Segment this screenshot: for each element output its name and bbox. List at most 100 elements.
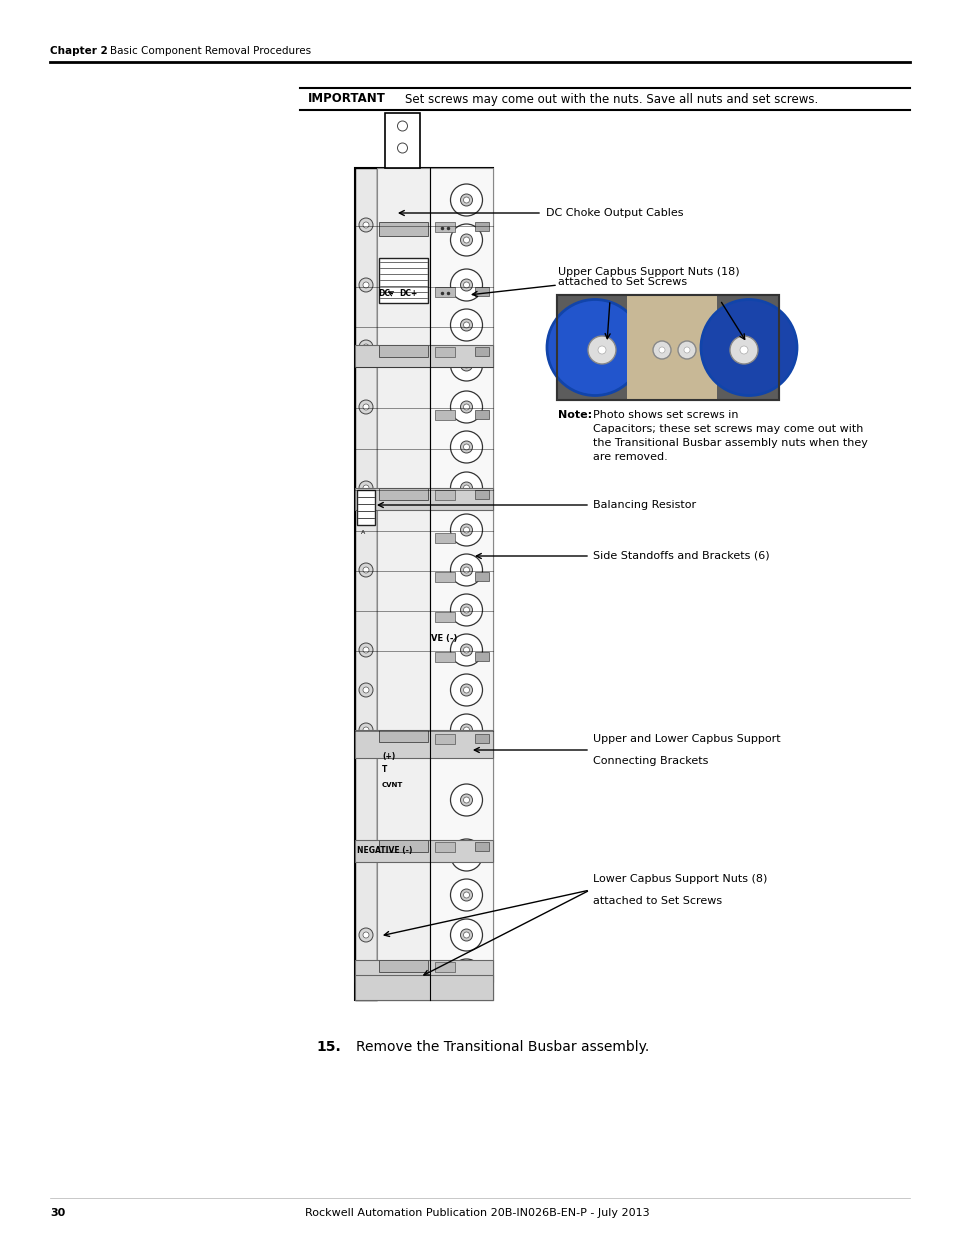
- Bar: [435, 287, 455, 296]
- Circle shape: [740, 346, 747, 354]
- Bar: [378, 960, 428, 972]
- Circle shape: [460, 319, 472, 331]
- Circle shape: [358, 480, 373, 495]
- Circle shape: [463, 972, 469, 978]
- Circle shape: [546, 300, 642, 395]
- Circle shape: [659, 347, 664, 353]
- Bar: [475, 347, 489, 356]
- Circle shape: [358, 219, 373, 232]
- Bar: [435, 842, 455, 852]
- Circle shape: [463, 797, 469, 803]
- Bar: [355, 345, 493, 367]
- Circle shape: [463, 892, 469, 898]
- Circle shape: [363, 567, 369, 573]
- Circle shape: [463, 322, 469, 329]
- Bar: [475, 572, 489, 580]
- Text: DC-: DC-: [377, 289, 393, 298]
- Bar: [378, 258, 428, 303]
- Circle shape: [460, 889, 472, 902]
- Text: Side Standoffs and Brackets (6): Side Standoffs and Brackets (6): [593, 551, 769, 561]
- Circle shape: [450, 594, 482, 626]
- Circle shape: [463, 404, 469, 410]
- Text: attached to Set Screws: attached to Set Screws: [593, 897, 721, 906]
- Circle shape: [450, 674, 482, 706]
- Text: Lower Capbus Support Nuts (8): Lower Capbus Support Nuts (8): [593, 874, 766, 884]
- Circle shape: [358, 927, 373, 942]
- Circle shape: [363, 932, 369, 939]
- Circle shape: [463, 687, 469, 693]
- Circle shape: [652, 341, 670, 359]
- Bar: [378, 282, 428, 295]
- Bar: [378, 222, 428, 236]
- Text: Set screws may come out with the nuts. Save all nuts and set screws.: Set screws may come out with the nuts. S…: [405, 93, 818, 105]
- Bar: [435, 222, 455, 232]
- Circle shape: [450, 784, 482, 816]
- Circle shape: [450, 269, 482, 301]
- Circle shape: [460, 441, 472, 453]
- Circle shape: [363, 485, 369, 492]
- Circle shape: [460, 929, 472, 941]
- Circle shape: [358, 643, 373, 657]
- Circle shape: [460, 564, 472, 576]
- Bar: [355, 730, 493, 758]
- Circle shape: [363, 282, 369, 288]
- Bar: [557, 295, 779, 400]
- Bar: [355, 168, 493, 1000]
- Bar: [378, 345, 428, 357]
- Bar: [475, 490, 489, 499]
- Circle shape: [363, 222, 369, 228]
- Circle shape: [363, 852, 369, 858]
- Bar: [435, 652, 455, 662]
- Circle shape: [450, 431, 482, 463]
- Text: T: T: [381, 766, 387, 774]
- Text: Rockwell Automation Publication 20B-IN026B-EN-P - July 2013: Rockwell Automation Publication 20B-IN02…: [304, 1208, 649, 1218]
- Circle shape: [363, 687, 369, 693]
- Text: 30: 30: [50, 1208, 65, 1218]
- Circle shape: [397, 143, 407, 153]
- Text: (+): (+): [381, 752, 395, 761]
- Bar: [355, 488, 493, 510]
- Circle shape: [463, 485, 469, 492]
- Circle shape: [463, 282, 469, 288]
- Text: DC+: DC+: [398, 289, 416, 298]
- Circle shape: [463, 198, 469, 203]
- Circle shape: [463, 445, 469, 450]
- Text: Note:: Note:: [558, 410, 592, 420]
- Circle shape: [460, 482, 472, 494]
- Text: Upper and Lower Capbus Support: Upper and Lower Capbus Support: [593, 734, 780, 743]
- Text: Basic Component Removal Procedures: Basic Component Removal Procedures: [110, 46, 311, 56]
- Text: IMPORTANT: IMPORTANT: [308, 93, 385, 105]
- Text: NEGATIVE (-): NEGATIVE (-): [356, 846, 412, 855]
- Circle shape: [463, 527, 469, 534]
- Text: A: A: [360, 530, 365, 535]
- Text: Chapter 2: Chapter 2: [50, 46, 108, 56]
- Circle shape: [450, 714, 482, 746]
- Bar: [475, 222, 489, 231]
- Circle shape: [463, 362, 469, 368]
- Bar: [435, 613, 455, 622]
- Circle shape: [678, 341, 696, 359]
- Bar: [355, 974, 493, 1000]
- Circle shape: [450, 224, 482, 256]
- Circle shape: [463, 727, 469, 734]
- Circle shape: [460, 359, 472, 370]
- Text: CVNT: CVNT: [381, 782, 403, 788]
- Circle shape: [363, 647, 369, 653]
- Circle shape: [450, 309, 482, 341]
- Bar: [355, 840, 493, 862]
- Bar: [475, 734, 489, 743]
- Circle shape: [363, 345, 369, 350]
- Circle shape: [460, 194, 472, 206]
- Circle shape: [450, 472, 482, 504]
- Circle shape: [700, 300, 796, 395]
- Bar: [435, 490, 455, 500]
- Circle shape: [463, 932, 469, 939]
- Circle shape: [450, 879, 482, 911]
- Circle shape: [450, 391, 482, 424]
- Circle shape: [463, 852, 469, 858]
- Bar: [430, 168, 493, 1000]
- Circle shape: [397, 121, 407, 131]
- Text: Remove the Transitional Busbar assembly.: Remove the Transitional Busbar assembly.: [355, 1040, 649, 1053]
- Circle shape: [460, 401, 472, 412]
- Bar: [435, 572, 455, 582]
